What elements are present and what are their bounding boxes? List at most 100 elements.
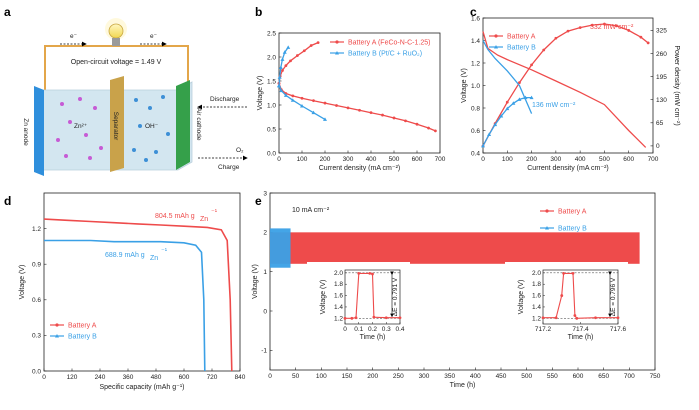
power-point	[566, 29, 570, 33]
x-tick-label: 500	[599, 156, 610, 163]
y-tick-label: 2.0	[267, 54, 276, 61]
chart-b: 0 100 200 300 400 500 600 700 0.0 0.5 1.0 1.5 2.0 2.5…	[257, 30, 446, 172]
inset-point	[554, 316, 558, 320]
x-tick-label: 700	[624, 373, 635, 380]
zn-anode-plate	[34, 86, 44, 176]
power-point	[646, 41, 650, 45]
inset-y-tick-label: 2.0	[334, 270, 343, 277]
data-point	[279, 88, 284, 93]
data-point	[369, 111, 373, 115]
electron-label-left: e⁻	[70, 33, 78, 40]
zn-ion-label: Zn²⁺	[74, 123, 88, 130]
x-tick-label: 600	[573, 373, 584, 380]
inset-x-tick-label: 0.1	[354, 326, 363, 333]
x-tick-label: 200	[320, 156, 331, 163]
inset-point	[562, 272, 566, 275]
y-tick-label: 0.4	[471, 150, 480, 157]
capacity-label-a-sub: Zn	[200, 216, 208, 223]
y-tick-label: 0.0	[267, 150, 276, 157]
oh-ion-label: OH⁻	[145, 123, 159, 130]
legend-entry-a-label: Battery A	[507, 33, 536, 40]
power-point	[523, 95, 528, 100]
x-tick-label: 400	[470, 373, 481, 380]
inset-background	[505, 262, 628, 349]
inset-point	[357, 272, 361, 275]
x-tick-label: 240	[95, 374, 106, 381]
data-point	[392, 116, 396, 120]
y-tick-label: 0.3	[32, 333, 41, 340]
power-point	[542, 48, 546, 52]
inset-point	[350, 316, 354, 320]
legend-entry-a-marker	[55, 323, 59, 327]
y-tick-label: 2.5	[267, 30, 276, 37]
panel-label-c: c	[470, 5, 477, 19]
y-axis-label: Voltage (V)	[257, 76, 264, 111]
power-point	[627, 29, 631, 32]
inset-point	[594, 316, 597, 320]
inset-point	[368, 272, 372, 275]
series-line	[278, 42, 319, 84]
x-tick-label: 0	[42, 374, 46, 381]
x-tick-label: 600	[412, 156, 423, 163]
x-tick-label: 450	[496, 373, 507, 380]
inset-2: 717.2 717.4 717.6 1.2 1.4 1.6 1.8 2.0 Time (h) Vo…	[505, 262, 628, 349]
legend-entry-a-label: Battery A	[558, 208, 587, 215]
legend-entry-b-marker	[545, 226, 549, 230]
legend-entry-a-marker	[494, 34, 498, 38]
x-tick-label: 100	[316, 373, 327, 380]
legend-entry-a-label: Battery A (FeCo-N-C-1.25)	[348, 39, 430, 46]
inset-point	[343, 316, 347, 320]
plot-frame	[43, 192, 241, 372]
data-point	[277, 83, 281, 88]
legend-entry-b-marker	[335, 51, 339, 55]
y-tick-label: 1.0	[267, 102, 276, 109]
inset-y-tick-label: 1.2	[532, 315, 541, 322]
power-point	[518, 81, 521, 85]
panel-a: a e⁻ e⁻ Open-circuit voltage = 1.49 V Zn…	[4, 5, 248, 176]
electron-label-right: e⁻	[150, 33, 158, 40]
inset-point	[372, 315, 376, 319]
o2-label: O₂	[236, 147, 244, 154]
y-tick-label: 1.5	[267, 78, 276, 85]
y-tick-label: 0.5	[267, 126, 276, 133]
y-tick-label: 1.2	[471, 60, 480, 67]
inset-point	[541, 316, 545, 320]
x-tick-label: 0	[277, 156, 281, 163]
x-tick-label: 250	[393, 373, 404, 380]
air-cathode-label: Air cathode	[195, 108, 202, 141]
inset-x-tick-label: 0.3	[382, 326, 391, 333]
data-point	[290, 98, 295, 102]
legend-entry-b-marker	[494, 45, 498, 49]
data-point	[296, 54, 299, 57]
inset-point	[371, 272, 374, 276]
data-point	[280, 57, 285, 61]
y-tick-label: 0.0	[32, 368, 41, 375]
x-tick-label: 300	[343, 156, 354, 163]
separator-label: Separator	[112, 112, 119, 141]
chart-c: 0 100 200 300 400 500 600 700 0.4 0.6 0.8 1.0 1.2 1.4…	[461, 15, 680, 172]
data-point	[284, 64, 288, 68]
plot-frame	[269, 192, 656, 371]
series-line	[278, 85, 326, 120]
chart-e: 0 50 100 150 200 250 300 350 400 450 500 550 600 650 7…	[252, 190, 661, 389]
inset-point	[575, 316, 579, 320]
x-tick-label: 500	[389, 156, 400, 163]
y2-tick-label: 325	[656, 28, 667, 35]
inset-point	[571, 272, 575, 275]
data-point	[335, 104, 338, 107]
power-point	[499, 114, 504, 118]
inset-point	[560, 294, 564, 297]
inset-x-tick-label: 717.4	[572, 326, 589, 333]
y-tick-label: 0.8	[471, 105, 480, 112]
data-point	[300, 96, 304, 100]
inset-point	[616, 316, 620, 320]
data-point	[404, 119, 407, 123]
data-point	[277, 75, 282, 79]
y-tick-label: 0.6	[471, 128, 480, 135]
power-point	[578, 26, 582, 29]
inset-y-tick-label: 1.6	[532, 293, 541, 300]
legend-entry-a-marker	[335, 40, 339, 44]
power-point	[603, 22, 606, 26]
legend-entry-b-label: Battery B (Pt/C + RuO₂)	[348, 50, 422, 57]
inset-y-axis-label: Voltage (V)	[518, 280, 525, 315]
